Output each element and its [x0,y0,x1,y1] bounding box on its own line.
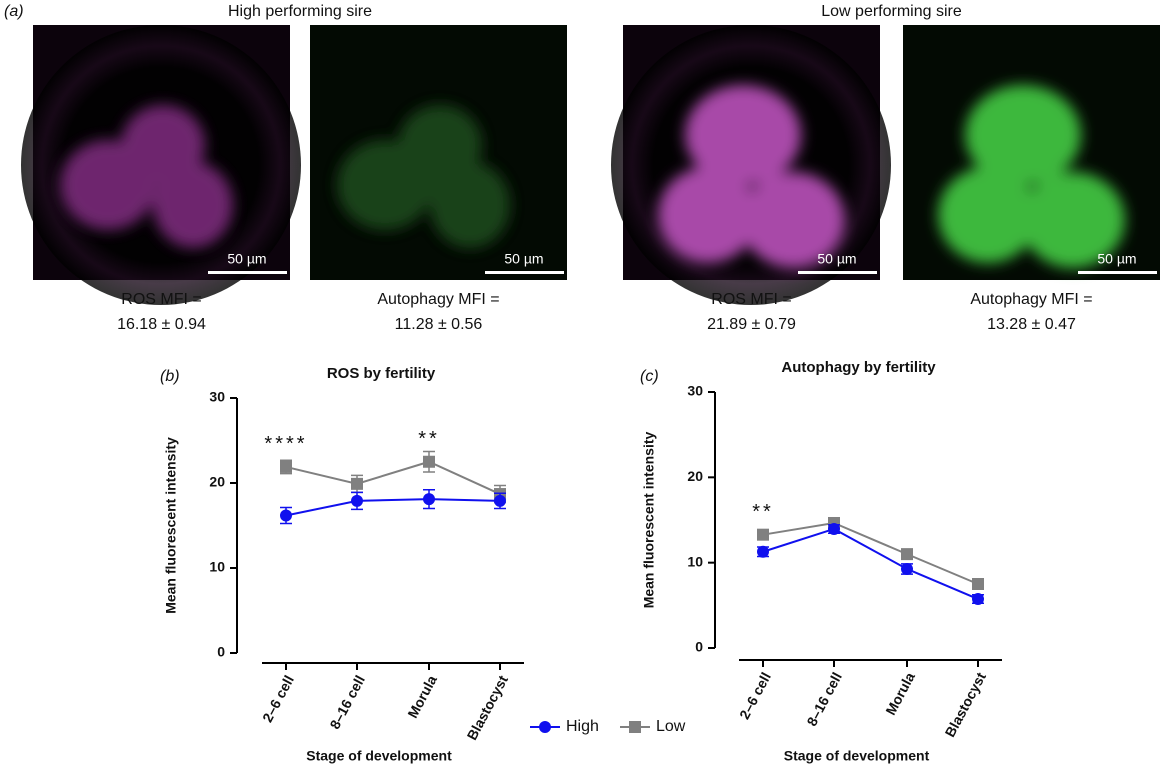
y-tick-label: 30 [687,383,703,399]
panel-label: (b) [160,368,180,385]
x-axis-label: Stage of development [784,748,930,764]
caption: Autophagy MFI = [970,291,1092,308]
marker [828,522,840,535]
marker [901,562,913,575]
series-line [285,498,501,517]
scale-bar-label: 50 µm [817,251,856,267]
x-tick-label: Morula [404,672,440,720]
y-tick-label: 20 [687,468,703,484]
marker [423,493,435,506]
group-title: High performing sire [228,3,372,20]
blastomere [153,162,233,248]
marker [351,477,363,490]
scale-bar-label: 50 µm [227,251,266,267]
marker [280,509,292,522]
embryo [938,85,1125,268]
marker [351,494,363,507]
significance: **** [264,433,307,455]
group-title: Low performing sire [821,3,962,20]
x-tick-label: 2–6 cell [259,673,297,725]
blastomere [965,85,1081,185]
y-tick-label: 30 [209,389,225,405]
embryo [658,85,845,268]
y-tick-label: 10 [687,553,703,569]
y-tick-label: 20 [209,474,225,490]
blastomere [60,140,156,230]
marker [901,548,913,561]
panel-label: (c) [640,368,659,385]
blastomere [658,167,758,263]
panel-label: (a) [4,3,24,20]
caption: ROS MFI = [121,291,201,308]
x-tick-label: 2–6 cell [736,670,774,722]
caption: Autophagy MFI = [377,291,499,308]
marker [757,545,769,558]
marker [757,528,769,541]
y-tick-label: 0 [695,639,703,655]
scale-bar-label: 50 µm [504,251,543,267]
embryo [60,105,233,248]
blastomere [741,172,845,268]
scale-bar [485,271,564,274]
marker [423,455,435,468]
y-tick-label: 10 [209,559,225,575]
legend-marker [629,721,641,733]
caption-value: 21.89 ± 0.79 [707,316,796,333]
significance: ** [418,428,440,450]
y-axis-label: Mean fluorescent intensity [641,431,657,608]
caption-value: 16.18 ± 0.94 [117,316,206,333]
x-tick-label: 8–16 cell [803,670,845,729]
blastomere [430,162,510,248]
blastomere [1021,172,1125,268]
scale-bar [798,271,877,274]
caption: ROS MFI = [711,291,791,308]
chart-title: ROS by fertility [327,365,436,382]
x-axis-label: Stage of development [306,748,452,764]
marker [972,593,984,606]
x-tick-label: Morula [882,669,918,717]
scale-bar [208,271,287,274]
marker [494,494,506,507]
scale-bar-label: 50 µm [1097,251,1136,267]
caption-value: 11.28 ± 0.56 [395,316,483,333]
x-tick-label: Blastocyst [942,669,990,739]
marker [972,578,984,590]
scale-bar [1078,271,1157,274]
chart-title: Autophagy by fertility [781,359,936,376]
significance: ** [752,501,774,523]
legend-label: High [566,718,599,735]
y-axis-label: Mean fluorescent intensity [163,437,179,614]
blastomere [685,85,801,185]
blastomere [938,167,1038,263]
blastomere [337,140,433,230]
embryo [337,105,510,248]
marker [280,460,292,473]
x-tick-label: Blastocyst [464,672,512,742]
series-line [762,527,979,600]
legend-marker [539,721,551,733]
series-line [285,460,501,495]
x-tick-label: 8–16 cell [326,673,368,732]
legend-label: Low [656,718,686,735]
y-tick-label: 0 [217,644,225,660]
caption-value: 13.28 ± 0.47 [987,316,1076,333]
series-line [762,521,979,585]
